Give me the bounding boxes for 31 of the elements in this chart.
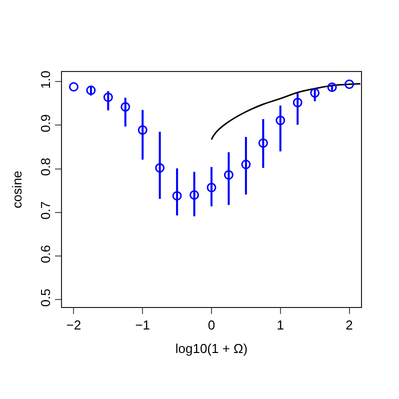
point [276,116,286,126]
point [327,82,337,92]
point [224,170,234,180]
y-tick-label: 1.0 [38,70,53,89]
y-tick-label: 0.9 [38,114,53,132]
point [86,86,96,96]
x-tick-label: −1 [135,318,150,333]
point [103,92,113,102]
y-tick-label: 0.8 [38,158,53,176]
x-tick-label: −2 [66,318,82,333]
x-tick-label: 2 [346,318,353,333]
x-axis-title: log10(1 + Ω) [175,341,248,356]
point [206,182,216,192]
y-tick-label: 0.7 [38,201,53,220]
x-tick-label: 0 [208,318,216,333]
point [120,102,130,112]
point [292,98,302,108]
point [138,125,148,135]
point [310,88,320,98]
x-tick-label: 1 [276,318,284,333]
point [68,82,78,92]
y-axis-title: cosine [10,170,25,208]
point [258,138,268,148]
line-series [210,83,361,140]
point [155,163,165,173]
y-tick-label: 0.6 [38,245,53,264]
y-tick-label: 0.5 [38,288,53,307]
point [172,191,182,201]
point [344,79,354,89]
point [241,160,251,170]
point [190,190,200,200]
